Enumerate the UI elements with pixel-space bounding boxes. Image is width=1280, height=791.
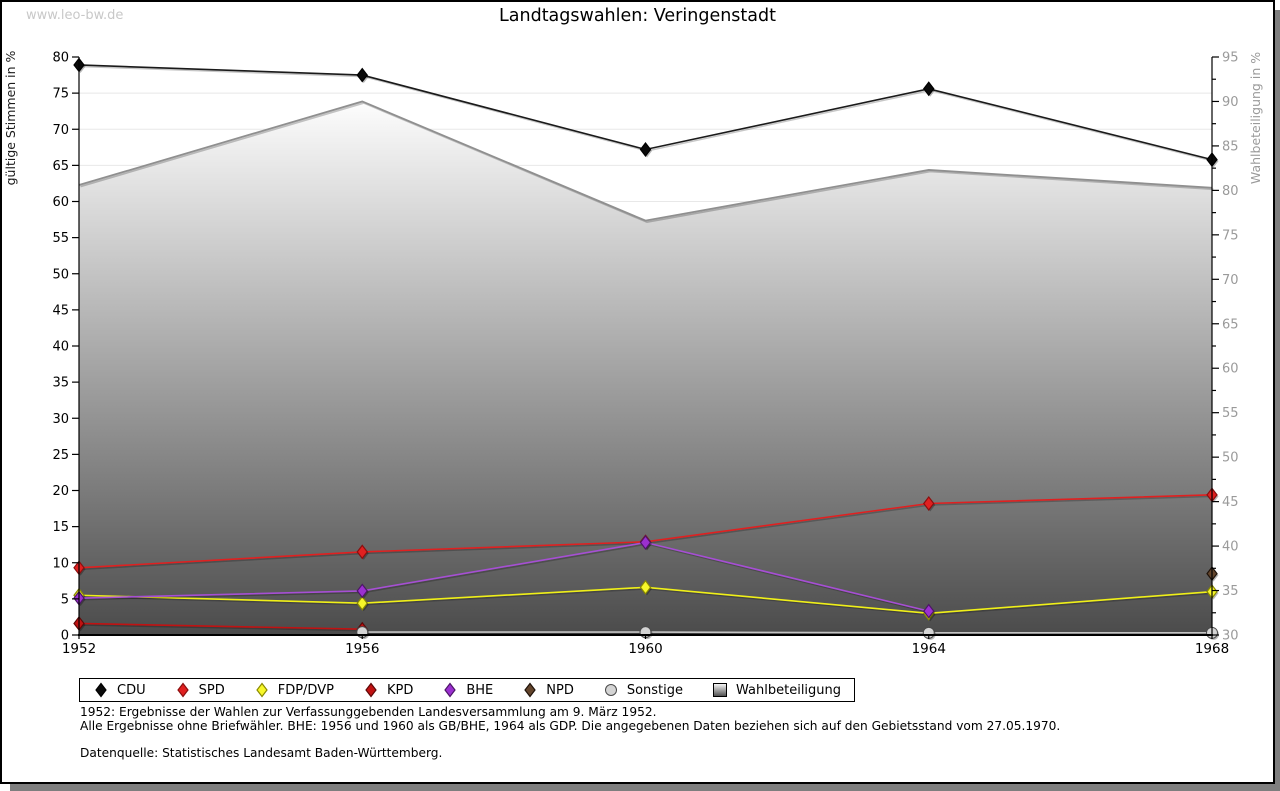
left-axis-tick-label: 25 — [52, 448, 69, 463]
marker-bhe-1964 — [922, 603, 935, 619]
right-axis-tick-label: 30 — [1222, 629, 1239, 644]
legend-label: KPD — [386, 682, 414, 698]
marker-cdu-1964 — [922, 81, 935, 97]
right-axis-tick-label: 65 — [1222, 317, 1239, 332]
series-cdu — [73, 57, 1219, 168]
series-fdp-dvp — [73, 579, 1219, 622]
right-axis-tick-label: 85 — [1222, 139, 1239, 154]
legend-marker-npd-icon — [524, 682, 537, 698]
legend-label: FDP/DVP — [277, 682, 334, 698]
legend-label: Sonstige — [626, 682, 684, 698]
right-axis-tick-label: 35 — [1222, 584, 1239, 599]
legend-marker-wahlbeteiligung-icon — [713, 683, 728, 697]
watermark: www.leo-bw.de — [26, 8, 124, 23]
left-axis-tick-label: 0 — [61, 629, 69, 644]
left-axis-tick-label: 60 — [52, 195, 69, 210]
x-axis-tick-label: 1964 — [912, 641, 946, 657]
left-axis-title: gültige Stimmen in % — [3, 50, 18, 185]
marker-spd-1956 — [356, 544, 369, 560]
right-axis-tick-label: 50 — [1222, 451, 1239, 466]
legend: CDU SPD FDP/DVP KPD BHE NPD Sonstige Wahlbeteil… — [79, 678, 856, 702]
legend-marker-cdu-icon — [95, 682, 107, 698]
right-axis-tick-label: 95 — [1222, 51, 1239, 66]
legend-marker-fdp-dvp-icon — [255, 682, 268, 698]
legend-marker-kpd-icon — [365, 682, 377, 698]
footnotes: 1952: Ergebnisse der Wahlen zur Verfassu… — [80, 705, 1061, 761]
left-axis-tick-label: 15 — [52, 520, 69, 535]
series-line-shadow — [80, 543, 931, 614]
area-edge-wahlbeteiligung — [78, 100, 1213, 222]
legend-item-sonstige: Sonstige — [603, 682, 683, 698]
participation-area — [78, 100, 1214, 635]
series-line-shadow — [80, 624, 364, 632]
legend-item-kpd: KPD — [363, 682, 413, 698]
legend-marker-bhe-icon — [444, 682, 457, 698]
legend-label: Wahlbeteiligung — [736, 682, 842, 698]
right-axis-tick-label: 90 — [1222, 95, 1239, 110]
marker-spd-1964 — [922, 496, 935, 511]
marker-bhe-1956 — [356, 583, 369, 599]
legend-label: BHE — [466, 682, 494, 698]
area-wahlbeteiligung — [79, 101, 1212, 635]
axes — [72, 56, 1219, 639]
left-axis-tick-label: 65 — [52, 159, 69, 174]
page-title: Landtagswahlen: Veringenstadt — [499, 6, 776, 26]
right-axis-tick-label: 60 — [1222, 362, 1239, 377]
legend-label: CDU — [117, 682, 146, 698]
right-axis-title: Wahlbeteiligung in % — [1248, 52, 1263, 184]
left-axis-tick-label: 10 — [52, 556, 69, 571]
footnote-line-2: Alle Ergebnisse ohne Briefwähler. BHE: 1… — [80, 718, 1061, 733]
marker-cdu-1960 — [639, 141, 652, 157]
left-axis-tick-label: 5 — [61, 592, 69, 607]
series-line-kpd — [78, 622, 363, 631]
right-axis-tick-label: 75 — [1222, 228, 1239, 243]
right-axis-tick-label: 55 — [1222, 406, 1239, 421]
left-axis-tick-label: 35 — [52, 376, 69, 391]
legend-item-npd: NPD — [522, 682, 574, 698]
left-axis-tick-label: 50 — [52, 267, 69, 282]
legend-marker-spd-icon — [176, 682, 189, 698]
area-edge-shadow — [80, 102, 1214, 224]
legend-item-spd: SPD — [175, 682, 225, 698]
x-axis-tick-label: 1952 — [62, 641, 96, 657]
left-axis-tick-label: 55 — [52, 231, 69, 246]
series-line-bhe — [78, 541, 929, 612]
footnote-line-1: 1952: Ergebnisse der Wahlen zur Verfassu… — [80, 705, 657, 719]
left-axis-tick-label: 75 — [52, 87, 69, 102]
legend-item-bhe: BHE — [442, 682, 493, 698]
legend-item-wahlbeteiligung: Wahlbeteiligung — [712, 682, 841, 698]
right-axis-tick-label: 40 — [1222, 540, 1239, 555]
election-chart: 0 5 10 15 20 25 30 35 40 45 50 55 60 65 70 75 80 30 35 40 45… — [3, 50, 1263, 658]
legend-item-cdu: CDU — [93, 682, 146, 698]
left-axis-tick-label: 80 — [52, 51, 69, 66]
left-axis-tick-label: 30 — [52, 412, 69, 427]
marker-fdp-dvp-1956 — [356, 595, 369, 611]
x-axis-tick-label: 1956 — [345, 641, 379, 657]
tick-labels: 0 5 10 15 20 25 30 35 40 45 50 55 60 65 70 75 80 30 35 40 45… — [52, 51, 1238, 658]
legend-label: NPD — [546, 682, 574, 698]
legend-label: SPD — [198, 682, 225, 698]
x-axis-tick-label: 1960 — [628, 641, 662, 657]
right-axis-tick-label: 80 — [1222, 184, 1239, 199]
x-axis-tick-label: 1968 — [1195, 641, 1229, 657]
data-source: Datenquelle: Statistisches Landesamt Bad… — [80, 746, 443, 761]
left-axis-tick-label: 45 — [52, 303, 69, 318]
marker-cdu-1956 — [356, 67, 369, 83]
legend-item-fdp-dvp: FDP/DVP — [254, 682, 334, 698]
right-axis-tick-label: 45 — [1222, 495, 1239, 510]
marker-fdp-dvp-1960 — [639, 579, 652, 595]
left-axis-tick-label: 70 — [52, 123, 69, 138]
marker-bhe-1960 — [639, 535, 652, 551]
left-axis-tick-label: 20 — [52, 484, 69, 499]
left-axis-tick-label: 40 — [52, 340, 69, 355]
legend-marker-sonstige-icon — [604, 684, 617, 696]
right-axis-tick-label: 70 — [1222, 273, 1239, 288]
series-line-sonstige — [362, 631, 1212, 634]
